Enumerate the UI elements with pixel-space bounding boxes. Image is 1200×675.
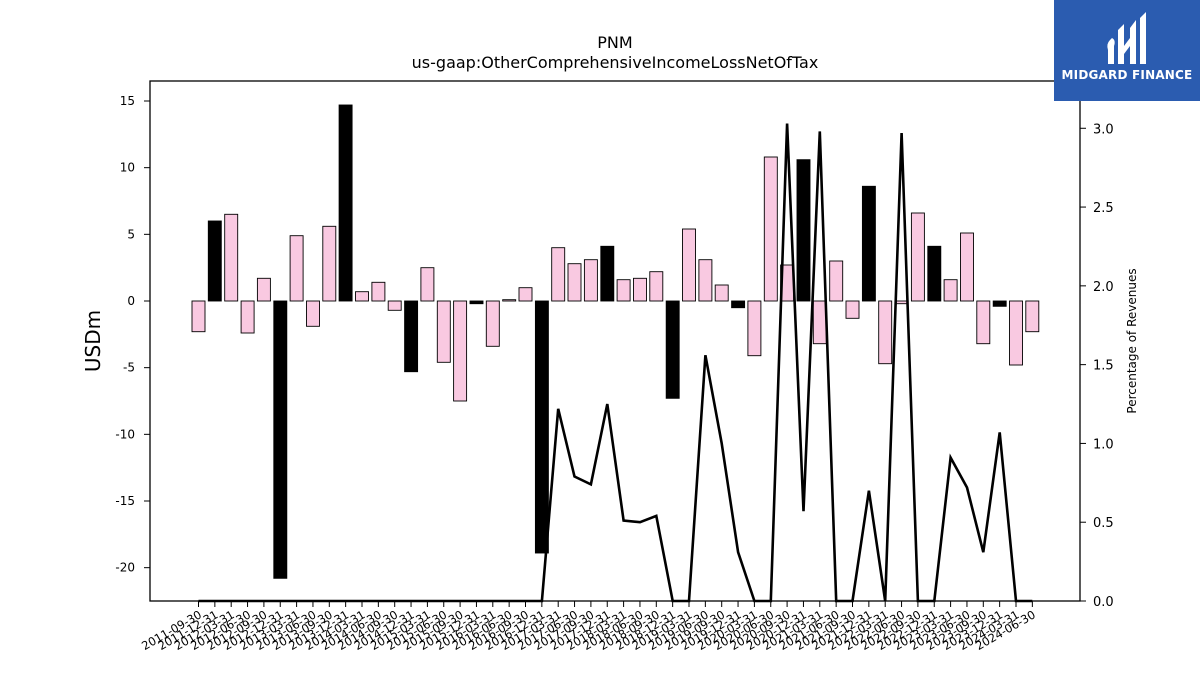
bar-2017-03-31 xyxy=(551,247,566,302)
y2-tick-label: 2.5 xyxy=(1093,201,1114,216)
bar-2024-06-30 xyxy=(1025,300,1040,333)
bar-2015-06-30 xyxy=(436,300,451,363)
bar-2019-09-30 xyxy=(714,284,729,302)
left-axis: -20 -15 -10 -5 0 5 10 15 xyxy=(115,94,150,575)
y-axis-label: USDm xyxy=(81,310,105,372)
y2-tick-label: 0.0 xyxy=(1093,595,1114,610)
x-axis: 2011-09-302011-12-312012-03-312012-06-30… xyxy=(139,601,1038,653)
bar-2018-03-31 xyxy=(616,279,631,302)
bar-2013-06-30 xyxy=(306,300,320,327)
bar-2019-12-31 xyxy=(731,300,746,309)
y2-tick-label: 1.0 xyxy=(1093,437,1114,452)
bar-2014-03-31 xyxy=(355,291,369,302)
bar-2021-03-31 xyxy=(812,300,827,345)
chart-subtitle: us-gaap:OtherComprehensiveIncomeLossNetO… xyxy=(412,53,819,72)
y-tick-label: -5 xyxy=(123,361,135,375)
y-tick-label: -15 xyxy=(115,494,135,508)
bar-2021-12-31 xyxy=(861,185,876,302)
bar-2021-09-30 xyxy=(845,300,860,319)
y2-tick-label: 2.0 xyxy=(1093,280,1114,295)
bar-2022-06-30 xyxy=(894,300,909,305)
bar-2018-09-30 xyxy=(649,271,664,302)
bar-2018-06-30 xyxy=(633,277,647,302)
plot-frame xyxy=(149,80,1081,602)
bar-2019-03-31 xyxy=(682,228,696,302)
bar-2015-09-30 xyxy=(453,300,468,402)
bar-2022-03-31 xyxy=(878,300,893,365)
bar-2023-09-30 xyxy=(976,300,991,345)
bar-2013-09-30 xyxy=(322,225,337,302)
bar-2022-12-31 xyxy=(927,245,942,302)
y-tick-label: 10 xyxy=(120,161,135,175)
bar-2016-12-31 xyxy=(534,300,549,554)
bar-2017-06-30 xyxy=(567,263,582,302)
bar-2014-06-30 xyxy=(371,281,386,302)
chart-title: PNM xyxy=(597,33,632,52)
bar-2017-12-31 xyxy=(600,245,615,302)
bar-2015-03-31 xyxy=(420,267,435,302)
y-tick-label: 0 xyxy=(127,294,135,308)
bar-2011-09-30 xyxy=(191,300,206,333)
y2-tick-label: 0.5 xyxy=(1093,516,1114,531)
bar-2024-03-31 xyxy=(1009,300,1023,366)
y2-axis-label: Percentage of Revenues xyxy=(1125,268,1139,413)
bar-2013-03-31 xyxy=(289,235,304,302)
bar-2023-03-31 xyxy=(943,279,958,302)
bar-2014-09-30 xyxy=(387,300,402,311)
bar-2020-06-30 xyxy=(763,156,778,302)
percentage-line xyxy=(198,123,1033,603)
bar-2012-03-31 xyxy=(224,213,239,302)
bar-2023-06-30 xyxy=(960,232,974,302)
bar-2020-12-31 xyxy=(796,159,811,302)
bar-2015-12-31 xyxy=(469,300,484,305)
bar-2016-03-31 xyxy=(485,300,500,347)
logo-text: MIDGARD FINANCE xyxy=(1061,68,1193,82)
logo-mark-icon xyxy=(1107,12,1146,64)
y-tick-label: 15 xyxy=(120,94,135,108)
bar-2023-12-31 xyxy=(992,300,1007,307)
bar-2016-06-30 xyxy=(502,299,517,302)
bar-2012-12-31 xyxy=(273,300,288,579)
bar-2012-06-30 xyxy=(240,300,255,334)
bar-2012-09-30 xyxy=(256,277,271,302)
bar-2011-12-31 xyxy=(207,220,222,302)
bar-group xyxy=(191,104,1040,579)
y-tick-label: -20 xyxy=(115,561,135,575)
y-tick-label: -10 xyxy=(115,427,135,441)
bar-2017-09-30 xyxy=(583,259,598,302)
bar-2014-12-31 xyxy=(404,300,419,373)
bar-2020-03-31 xyxy=(747,300,762,357)
bar-2016-09-30 xyxy=(518,287,533,302)
right-axis: 0.0 0.5 1.0 1.5 2.0 2.5 3.0 xyxy=(1080,122,1114,610)
y2-tick-label: 1.5 xyxy=(1093,359,1114,374)
line-group xyxy=(198,123,1033,603)
y2-tick-label: 3.0 xyxy=(1093,122,1114,137)
bar-2021-06-30 xyxy=(829,260,844,302)
brand-logo: MIDGARD FINANCE xyxy=(1054,0,1200,101)
bar-2018-12-31 xyxy=(665,300,680,399)
bar-2022-09-30 xyxy=(910,212,925,302)
bar-2013-12-31 xyxy=(338,104,353,302)
bar-2019-06-30 xyxy=(698,259,713,302)
y-tick-label: 5 xyxy=(127,227,135,241)
